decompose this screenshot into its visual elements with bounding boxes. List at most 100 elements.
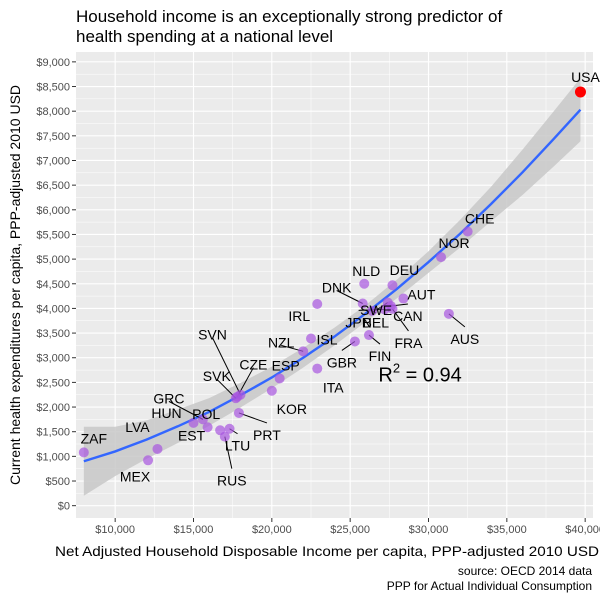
r-squared-value: = 0.94 [400,364,462,386]
data-point-esp [274,373,285,384]
data-point-nld [359,278,370,289]
label-leader-svn [212,337,241,395]
r-squared-letter: R [378,364,392,386]
data-point-hun [188,417,199,428]
y-tick-label: $8,500 [36,82,70,94]
data-point-ita [312,363,323,374]
data-points [78,86,586,466]
point-label-can: CAN [393,308,423,324]
point-label-gbr: GBR [327,354,357,370]
data-point-fra [387,303,398,314]
x-tick-label: $10,000 [95,524,135,536]
data-point-che [462,226,473,237]
data-point-swe [367,305,378,316]
y-tick-label: $2,500 [36,377,70,389]
point-label-swe: SWE [360,302,392,318]
point-label-rus: RUS [217,473,247,489]
y-tick-label: $4,500 [36,279,70,291]
data-point-irl [312,298,323,309]
point-label-nzl: NZL [268,334,295,350]
label-leader-rus [224,436,233,469]
data-point-nor [436,252,447,263]
point-label-jpn: JPN [345,314,371,330]
y-tick-label: $3,500 [36,328,70,340]
y-axis-title: Current health expenditures per capita, … [7,85,23,485]
y-tick-label: $7,500 [36,131,70,143]
data-point-mex [143,455,154,466]
x-tick-label: $30,000 [409,524,449,536]
point-label-fra: FRA [394,335,423,351]
point-label-cze: CZE [239,357,267,373]
data-point-zaf [78,447,89,458]
data-point-deu [387,280,398,291]
point-label-svn: SVN [198,327,227,343]
confidence-band-area [83,78,581,496]
point-label-hun: HUN [151,405,181,421]
label-leader-grc [168,400,204,420]
data-point-isl [306,333,316,344]
point-label-ita: ITA [323,380,344,396]
y-tick-label: $6,000 [36,205,70,217]
point-label-bel: BEL [363,315,390,331]
y-tick-label: $6,500 [36,180,70,192]
point-label-usa: USA [571,69,600,85]
point-label-nor: NOR [438,235,469,251]
chart-title-line-2: health spending at a national level [76,27,333,46]
y-tick-label: $3,000 [36,353,70,365]
y-tick-label: $1,500 [36,427,70,439]
data-point-lva [152,443,163,454]
point-label-dnk: DNK [322,279,352,295]
data-point-est [202,422,213,433]
axis-ticks: $10,000 $15,000 $20,000 $25,000 $30,000 $35,0… [36,57,600,536]
point-label-est: EST [178,427,206,443]
data-point-rus [219,431,230,442]
fit-line-path [83,108,582,463]
x-tick-label: $35,000 [487,524,527,536]
confidence-band [83,78,581,496]
point-label-prt: PRT [253,427,281,443]
point-label-isl: ISL [316,332,337,348]
data-point-grc [197,414,208,425]
point-label-ltu: LTU [225,438,250,454]
x-tick-label: $15,000 [174,524,214,536]
y-tick-label: $8,000 [36,106,70,118]
gridlines [76,52,593,518]
ppp-caption: PPP for Actual Individual Consumption [387,579,592,593]
x-tick-label: $25,000 [330,524,370,536]
data-point-ltu [224,423,235,434]
point-label-che: CHE [465,210,495,226]
y-tick-label: $5,000 [36,254,70,266]
point-label-aut: AUT [407,287,435,303]
data-point-aus [443,308,454,319]
point-label-esp: ESP [272,357,300,373]
y-tick-label: $1,000 [36,451,70,463]
x-tick-label: $40,000 [565,524,600,536]
source-caption: source: OECD 2014 data [458,564,592,578]
y-tick-label: $500 [46,476,70,488]
point-label-aus: AUS [450,331,479,347]
data-point-prt [233,407,244,418]
y-tick-label: $5,500 [36,229,70,241]
data-point-fin [363,330,374,341]
y-tick-label: $9,000 [36,57,70,69]
data-point-dnk [357,298,368,309]
data-point-usa [574,86,586,98]
r-squared-superscript: 2 [393,360,400,375]
point-label-fin: FIN [369,348,392,364]
point-label-zaf: ZAF [81,430,107,446]
point-label-grc: GRC [153,390,184,406]
y-tick-label: $0 [58,501,70,513]
chart-title-line-1: Household income is an exceptionally str… [76,7,502,26]
point-label-deu: DEU [390,262,420,278]
data-point-nzl [298,346,309,357]
x-axis-title: Net Adjusted Household Disposable Income… [55,543,599,559]
point-label-pol: POL [192,406,220,422]
point-label-irl: IRL [288,308,310,324]
point-label-lva: LVA [125,419,150,435]
data-point-gbr [349,336,360,347]
point-label-kor: KOR [277,401,307,417]
r-squared-annotation: R2 = 0.94 [378,360,461,386]
point-label-nld: NLD [352,263,380,279]
